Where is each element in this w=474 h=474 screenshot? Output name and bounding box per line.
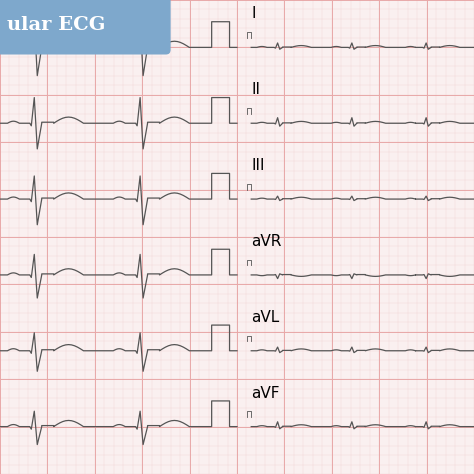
- Text: ular ECG: ular ECG: [7, 16, 106, 34]
- Text: I: I: [251, 6, 255, 21]
- Text: aVF: aVF: [251, 385, 280, 401]
- FancyBboxPatch shape: [0, 0, 171, 55]
- Text: aVR: aVR: [251, 234, 282, 249]
- Text: aVL: aVL: [251, 310, 280, 325]
- Text: II: II: [251, 82, 260, 97]
- Text: III: III: [251, 158, 264, 173]
